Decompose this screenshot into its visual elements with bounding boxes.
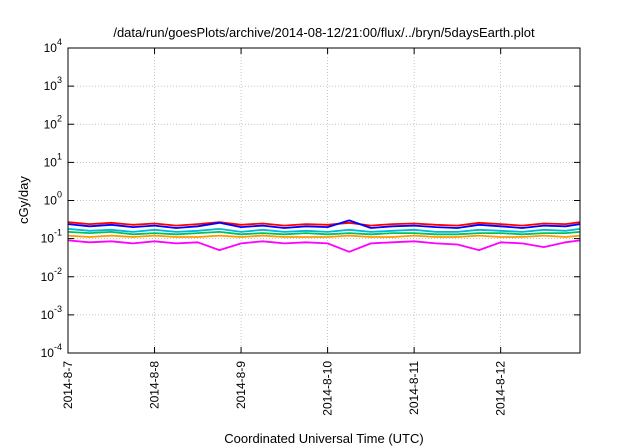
series-group [67,219,581,253]
x-tick-label: 2014-8-12 [494,361,508,416]
y-tick-exponent: -2 [54,266,62,276]
y-tick-label: 10-2 [41,266,62,284]
y-tick-label: 100 [44,190,62,208]
x-tick-labels: 2014-8-7 2014-8-8 2014-8-9 2014-8-10 2014-8-… [61,361,508,416]
series-line-1 [67,221,581,227]
y-tick-label: 10-1 [41,228,62,246]
y-tick-label: 10-4 [41,342,62,360]
y-tick-base: 10 [44,117,58,131]
y-tick-base: 10 [41,232,55,246]
y-tick-base: 10 [41,346,55,360]
series-line-4 [67,230,581,236]
grid-lines [68,48,580,353]
y-tick-base: 10 [44,194,58,208]
y-tick-label: 101 [44,151,62,169]
series-line-6 [67,239,581,253]
y-tick-label: 103 [44,75,62,93]
tick-marks [67,47,580,354]
y-tick-label: 104 [44,37,62,55]
series-line-3 [67,227,581,233]
y-tick-exponent: -3 [54,304,62,314]
x-tick-label: 2014-8-8 [148,361,162,409]
y-tick-base: 10 [41,270,55,284]
x-tick-label: 2014-8-11 [407,361,421,415]
y-tick-exponent: 0 [57,190,62,200]
x-axis-label: Coordinated Universal Time (UTC) [224,431,423,446]
y-tick-exponent: 4 [57,37,62,47]
x-tick-label: 2014-8-10 [321,361,335,416]
y-tick-exponent: -4 [54,342,62,352]
y-tick-base: 10 [44,41,58,55]
y-tick-exponent: -1 [54,228,62,238]
y-tick-base: 10 [44,79,58,93]
y-tick-exponent: 2 [57,113,62,123]
y-axis-label: cGy/day [16,176,31,224]
y-tick-base: 10 [41,308,55,322]
x-tick-label: 2014-8-7 [61,361,75,409]
y-tick-label: 102 [44,113,62,131]
series-line-5 [67,234,581,238]
y-tick-exponent: 3 [57,75,62,85]
y-tick-label: 10-3 [41,304,62,322]
series-line-2 [67,219,581,229]
y-tick-base: 10 [44,155,58,169]
x-tick-label: 2014-8-9 [234,361,248,409]
chart-title: /data/run/goesPlots/archive/2014-08-12/2… [113,25,535,40]
y-tick-exponent: 1 [57,151,62,161]
